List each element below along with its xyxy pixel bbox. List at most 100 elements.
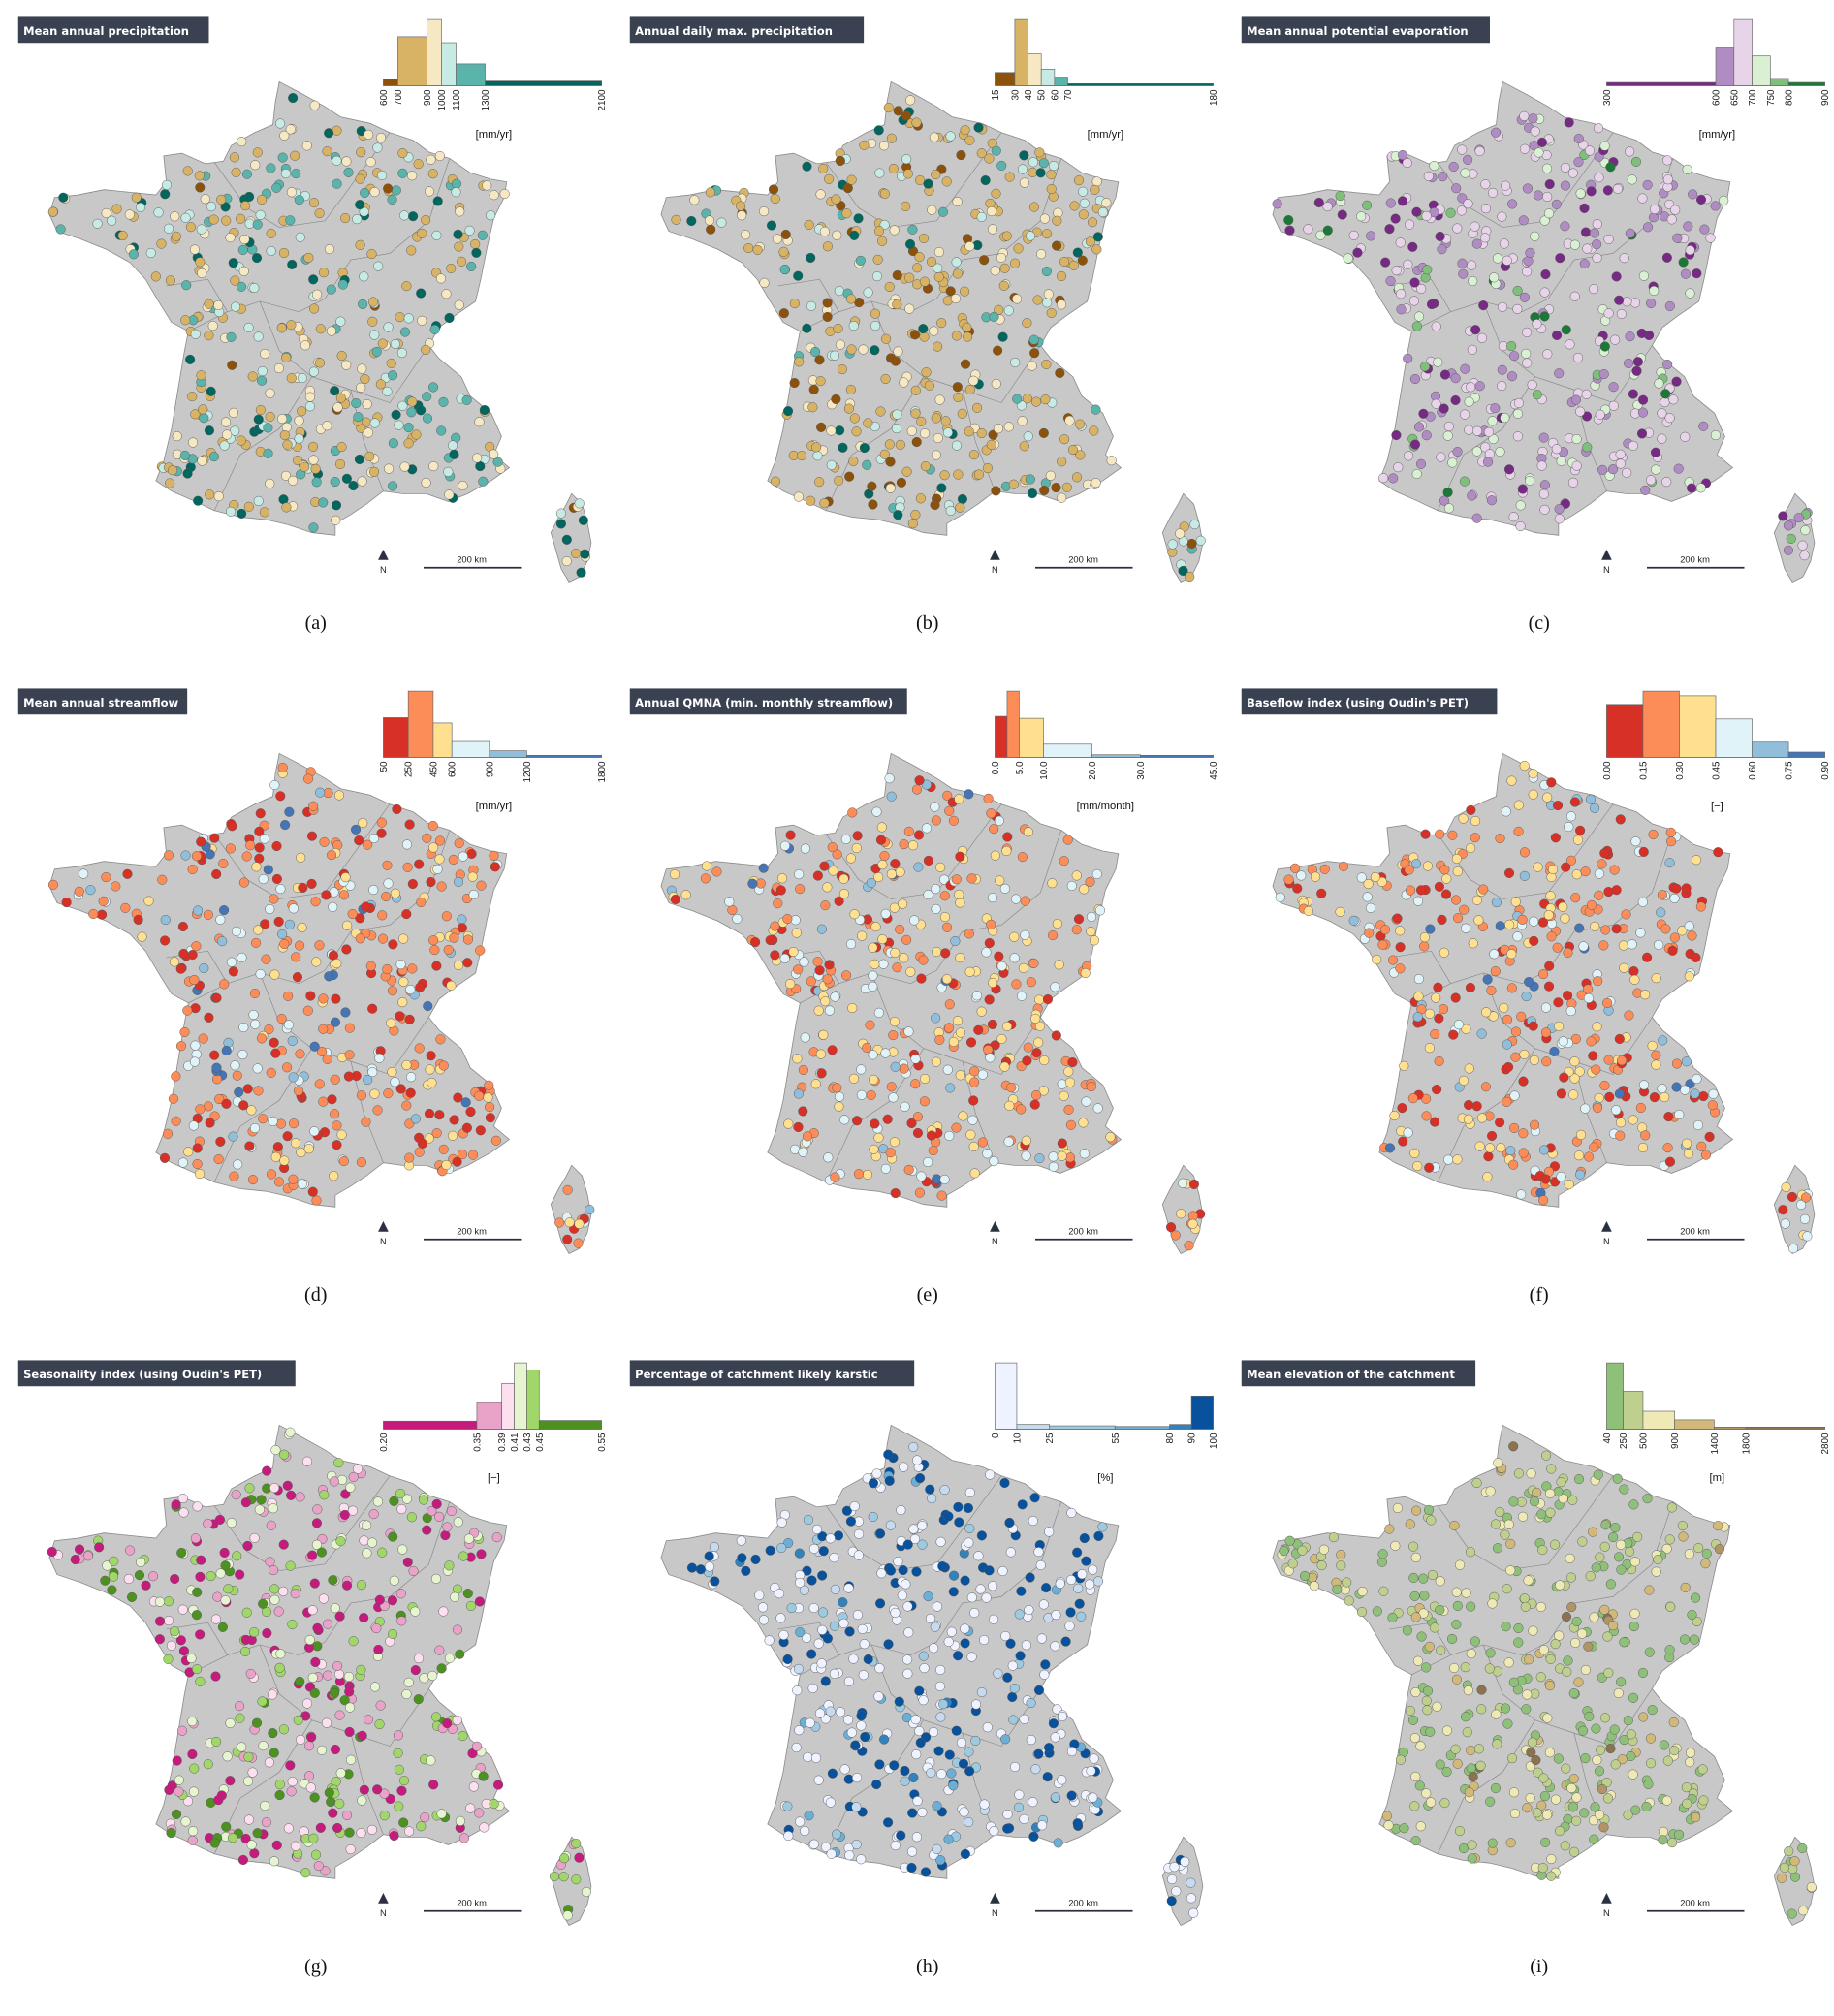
station-point [1033,1685,1045,1695]
region-border [825,1719,924,1854]
station-point [287,1035,298,1047]
legend-tick-label: 700 [1748,89,1758,106]
station-point [911,1566,922,1577]
station-point [1097,1522,1108,1532]
station-point [1014,1789,1025,1800]
station-point [1502,1584,1512,1594]
station-point [1510,1026,1522,1037]
station-point [834,896,844,906]
station-point [951,1725,962,1736]
station-point [305,1782,316,1793]
station-point [221,1821,232,1832]
station-point [468,889,479,900]
station-point [1660,924,1671,934]
station-point [474,1090,485,1101]
station-point [334,1798,345,1809]
station-point [1570,1033,1581,1044]
station-point [1500,1529,1510,1540]
panel-title: Mean elevation of the catchment [1247,1368,1455,1381]
station-point [892,962,902,973]
station-point [366,1824,377,1835]
station-point [1556,1477,1566,1488]
station-point [247,1767,258,1778]
station-point [1303,224,1313,235]
station-point [282,439,293,450]
station-point [851,842,862,854]
histogram-legend: 40 250 500 900 1400 1800 2800[m] [1602,1362,1831,1484]
station-point [257,194,268,205]
station-point [175,963,186,974]
station-point [392,803,402,815]
station-point [428,842,439,853]
legend-bar [1606,1362,1624,1430]
station-point [845,853,856,864]
station-point [390,338,400,350]
station-point [908,1772,919,1783]
station-point [1615,1130,1626,1141]
station-point [982,1149,993,1159]
station-point [802,323,812,333]
station-point [330,1603,340,1614]
station-point [1484,449,1495,459]
station-point [297,373,307,384]
station-point [1066,1574,1077,1586]
station-point [1296,870,1307,881]
station-point [1592,1102,1603,1114]
station-point [899,1063,909,1074]
station-point [150,271,161,282]
station-point [245,1668,256,1679]
station-point [916,973,927,984]
station-point [1052,215,1062,226]
station-point [1600,925,1611,935]
station-point [1052,240,1062,251]
station-point [182,166,193,176]
station-point [879,1734,890,1745]
station-point [417,315,427,326]
station-point [1426,1797,1437,1808]
station-point [434,150,445,162]
station-point [1667,1838,1678,1848]
station-point [838,1618,849,1628]
station-point [252,1063,263,1074]
station-point [333,790,345,801]
station-point [859,442,870,454]
station-point [915,174,926,186]
station-point [98,896,109,906]
station-point [431,961,442,971]
station-point [985,1053,996,1063]
station-point [1011,894,1022,904]
station-point [910,1079,921,1089]
station-point [1020,896,1030,906]
station-point [873,1691,884,1702]
station-point [388,939,398,950]
station-point [441,1159,452,1171]
station-point [777,873,788,884]
station-point [452,1715,462,1725]
station-point [1502,1014,1513,1025]
station-point [251,937,262,948]
region-border [188,830,451,1004]
station-point [204,425,215,436]
station-point [1519,847,1531,858]
station-point [1028,958,1039,968]
station-point [1297,1545,1308,1556]
station-point [1637,193,1648,204]
legend-bar [995,72,1016,86]
station-point [1471,1101,1482,1112]
station-point [1540,1027,1552,1038]
station-point [301,1456,313,1466]
station-point [1658,1035,1668,1046]
station-point [945,131,956,142]
station-point [1445,207,1456,218]
station-point [395,1488,406,1499]
station-point [1426,299,1438,310]
station-point [1668,394,1679,405]
station-point [896,1830,906,1841]
station-point [286,187,297,198]
station-point [1405,1705,1415,1716]
station-point [393,1730,404,1741]
station-point [1028,1516,1038,1527]
station-point [778,246,789,257]
station-point [1284,225,1295,236]
